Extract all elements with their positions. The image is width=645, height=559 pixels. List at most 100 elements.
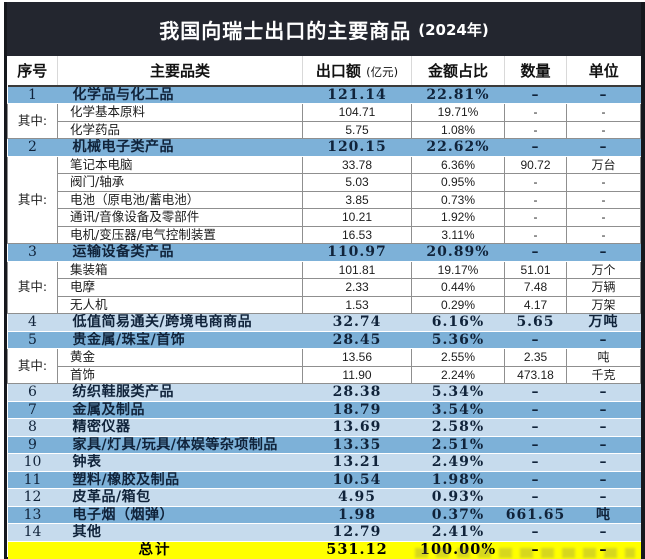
share-value-cell: 100.00% (411, 540, 505, 559)
unit-value-cell: – (566, 470, 641, 489)
share-value-cell: 1.08% (411, 120, 505, 139)
table-row-sub: 化学药品 5.75 1.08% - - (8, 120, 641, 139)
serial-cell: 11 (7, 470, 58, 489)
subgroup-label-cell: 其中: (7, 155, 58, 244)
quantity-value-cell: – (504, 453, 567, 472)
unit-value-cell: – (566, 488, 641, 507)
quantity-value-cell: – (504, 400, 567, 419)
category-cell: 化学品与化工品 (57, 85, 303, 104)
share-value-cell: 0.29% (411, 295, 505, 314)
serial-cell: 1 (7, 85, 58, 104)
header-export-unit-label: (亿元) (366, 65, 399, 79)
header-export-label: 出口额 (315, 62, 361, 80)
share-value-cell: 20.89% (411, 243, 505, 262)
export-value-cell: 11.90 (302, 365, 412, 384)
table-row-main: 3 运输设备类产品 110.97 20.89% – – (7, 243, 641, 262)
table-row-sub: 通讯/音像设备及零部件 10.21 1.92% - - (8, 208, 641, 227)
export-value-cell: 13.21 (302, 453, 412, 472)
unit-value-cell: 万辆 (566, 278, 641, 297)
export-value-cell: 5.03 (302, 173, 412, 192)
serial-cell: 10 (7, 453, 58, 472)
category-cell: 家具/灯具/玩具/体娱等杂项制品 (57, 435, 303, 454)
quantity-value-cell: 90.72 (504, 155, 567, 174)
table-frame: 我国向瑞士出口的主要商品 (2024年) 序号 主要品类 出口额 (亿元) 金额… (4, 2, 645, 559)
quantity-value-cell: – (504, 523, 567, 542)
quantity-value-cell: 661.65 (504, 505, 567, 524)
export-value-cell: 13.56 (302, 348, 412, 367)
table-row-sub: 电机/变压器/电气控制装置 16.53 3.11% - - (8, 225, 641, 244)
table-row-main: 14 其他 12.79 2.41% – – (7, 523, 641, 542)
table-body: 1 化学品与化工品 121.14 22.81% – – 其中: 化学基本原料 104.71 19.… (7, 85, 641, 559)
export-value-cell: 121.14 (302, 85, 412, 104)
export-value-cell: 3.85 (302, 190, 412, 209)
share-value-cell: 2.51% (411, 435, 505, 454)
unit-value-cell: 万吨 (566, 313, 641, 332)
page-title-year: (2024年) (418, 20, 489, 39)
share-value-cell: 2.41% (411, 523, 505, 542)
header-row: 序号 主要品类 出口额 (亿元) 金额占比 数量 单位 (7, 56, 641, 87)
serial-cell: 7 (7, 400, 58, 419)
share-value-cell: 6.16% (411, 313, 505, 332)
quantity-value-cell: - (504, 103, 567, 122)
category-cell: 贵金属/珠宝/首饰 (57, 330, 303, 349)
table-row-main: 12 皮革品/箱包 4.95 0.93% – – (7, 488, 641, 507)
export-value-cell: 16.53 (302, 225, 412, 244)
header-export: 出口额 (亿元) (302, 56, 412, 87)
share-value-cell: 6.36% (411, 155, 505, 174)
table-row-main: 10 钟表 13.21 2.49% – – (7, 453, 641, 472)
table-row-main: 13 电子烟（烟弹） 1.98 0.37% 661.65 吨 (7, 505, 641, 524)
category-cell: 低值简易通关/跨境电商商品 (57, 313, 303, 332)
table-row-total: 总计 531.12 100.00% – – (7, 540, 641, 559)
category-cell: 塑料/橡胶及制品 (57, 470, 303, 489)
export-value-cell: 12.79 (302, 523, 412, 542)
category-cell: 通讯/音像设备及零部件 (57, 208, 303, 227)
quantity-value-cell: – (504, 243, 567, 262)
share-value-cell: 0.95% (411, 173, 505, 192)
header-category-label: 主要品类 (149, 62, 210, 80)
share-value-cell: 19.71% (411, 103, 505, 122)
unit-value-cell: – (566, 435, 641, 454)
table-row-sub: 电池（原电池/蓄电池） 3.85 0.73% - - (8, 190, 641, 209)
serial-cell: 8 (7, 418, 58, 437)
table-row-main: 7 金属及制品 18.79 3.54% – – (7, 400, 641, 419)
category-cell: 无人机 (57, 295, 303, 314)
unit-value-cell: 吨 (566, 505, 641, 524)
export-value-cell: 1.98 (302, 505, 412, 524)
unit-value-cell: - (566, 208, 641, 227)
serial-cell: 4 (7, 313, 58, 332)
export-value-cell: 18.79 (302, 400, 412, 419)
unit-value-cell: 万台 (566, 155, 641, 174)
subgroup-label-cell: 其中: (7, 103, 58, 139)
export-value-cell: 120.15 (302, 138, 412, 157)
table-row-sub: 阀门/轴承 5.03 0.95% - - (8, 173, 641, 192)
share-value-cell: 2.24% (411, 365, 505, 384)
table-row-sub: 首饰 11.90 2.24% 473.18 千克 (8, 365, 641, 384)
table-row-main: 11 塑料/橡胶及制品 10.54 1.98% – – (7, 470, 641, 489)
export-value-cell: 28.38 (302, 383, 412, 402)
subgroup-label-cell: 其中: (7, 260, 58, 314)
subgroup-label-cell: 其中: (7, 348, 58, 384)
header-serial: 序号 (7, 56, 58, 87)
category-cell: 首饰 (57, 365, 303, 384)
unit-value-cell: – (566, 400, 641, 419)
quantity-value-cell: – (504, 470, 567, 489)
header-quantity: 数量 (504, 56, 567, 87)
category-cell: 集装箱 (57, 260, 303, 279)
export-value-cell: 104.71 (302, 103, 412, 122)
quantity-value-cell: – (504, 383, 567, 402)
table-row-sub: 电摩 2.33 0.44% 7.48 万辆 (8, 278, 641, 297)
unit-value-cell: - (566, 225, 641, 244)
unit-value-cell: 吨 (566, 348, 641, 367)
category-cell: 阀门/轴承 (57, 173, 303, 192)
category-cell: 电池（原电池/蓄电池） (57, 190, 303, 209)
unit-value-cell: – (566, 85, 641, 104)
header-serial-label: 序号 (17, 62, 48, 80)
header-unit-label: 单位 (588, 62, 619, 80)
serial-cell: 12 (7, 488, 58, 507)
unit-value-cell: – (566, 243, 641, 262)
quantity-value-cell: - (504, 173, 567, 192)
quantity-value-cell: 2.35 (504, 348, 567, 367)
serial-cell: 5 (7, 330, 58, 349)
page-title: 我国向瑞士出口的主要商品 (159, 18, 412, 43)
